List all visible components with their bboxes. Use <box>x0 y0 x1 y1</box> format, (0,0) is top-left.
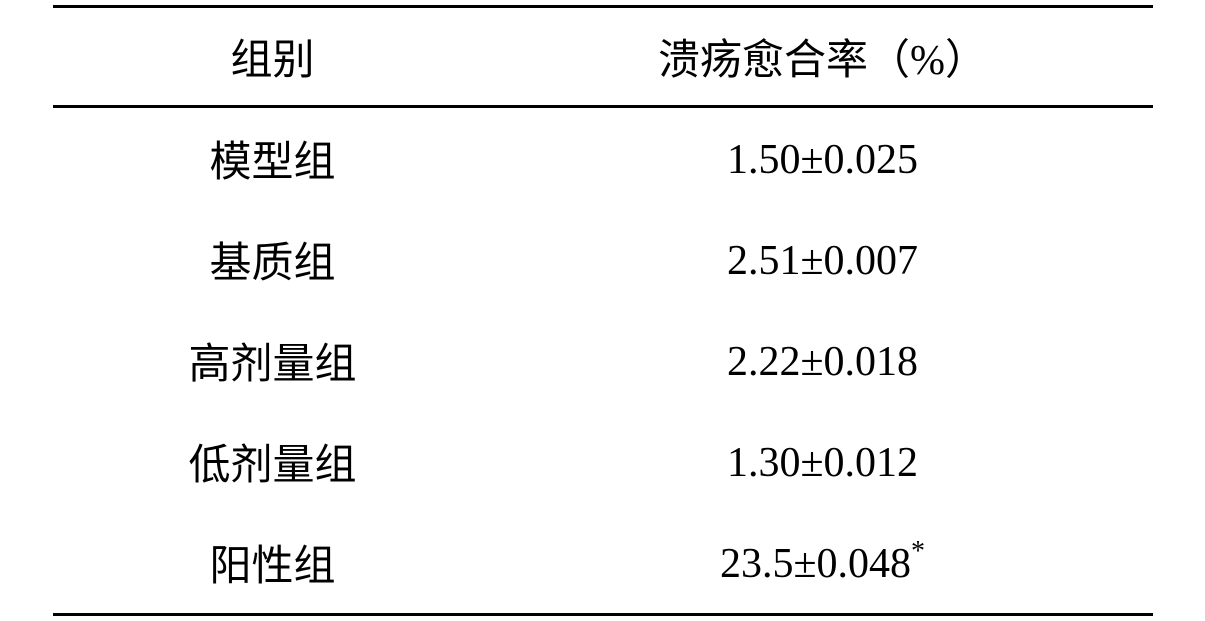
ulcer-healing-rate-table: 组别 溃疡愈合率（%） 模型组 1.50±0.025 基质组 2.51±0.00… <box>53 5 1153 616</box>
cell-value: 1.30±0.012 <box>493 411 1153 512</box>
value-text: 1.30±0.012 <box>727 440 918 486</box>
cell-group: 高剂量组 <box>53 310 493 411</box>
cell-group: 低剂量组 <box>53 411 493 512</box>
cell-value: 2.51±0.007 <box>493 209 1153 310</box>
cell-group: 基质组 <box>53 209 493 310</box>
value-text: 2.51±0.007 <box>727 238 918 284</box>
value-text: 2.22±0.018 <box>727 339 918 385</box>
table-body: 模型组 1.50±0.025 基质组 2.51±0.007 高剂量组 2.22±… <box>53 107 1153 615</box>
cell-group: 阳性组 <box>53 512 493 615</box>
cell-group: 模型组 <box>53 107 493 210</box>
table-row: 阳性组 23.5±0.048* <box>53 512 1153 615</box>
table-row: 基质组 2.51±0.007 <box>53 209 1153 310</box>
value-text: 1.50±0.025 <box>727 137 918 183</box>
header-rate: 溃疡愈合率（%） <box>493 7 1153 107</box>
significance-marker: * <box>911 536 925 567</box>
value-text: 23.5±0.048 <box>720 541 911 587</box>
data-table-container: 组别 溃疡愈合率（%） 模型组 1.50±0.025 基质组 2.51±0.00… <box>53 5 1153 616</box>
cell-value: 2.22±0.018 <box>493 310 1153 411</box>
cell-value: 1.50±0.025 <box>493 107 1153 210</box>
cell-value: 23.5±0.048* <box>493 512 1153 615</box>
table-header-row: 组别 溃疡愈合率（%） <box>53 7 1153 107</box>
table-row: 低剂量组 1.30±0.012 <box>53 411 1153 512</box>
header-group: 组别 <box>53 7 493 107</box>
table-row: 模型组 1.50±0.025 <box>53 107 1153 210</box>
table-row: 高剂量组 2.22±0.018 <box>53 310 1153 411</box>
